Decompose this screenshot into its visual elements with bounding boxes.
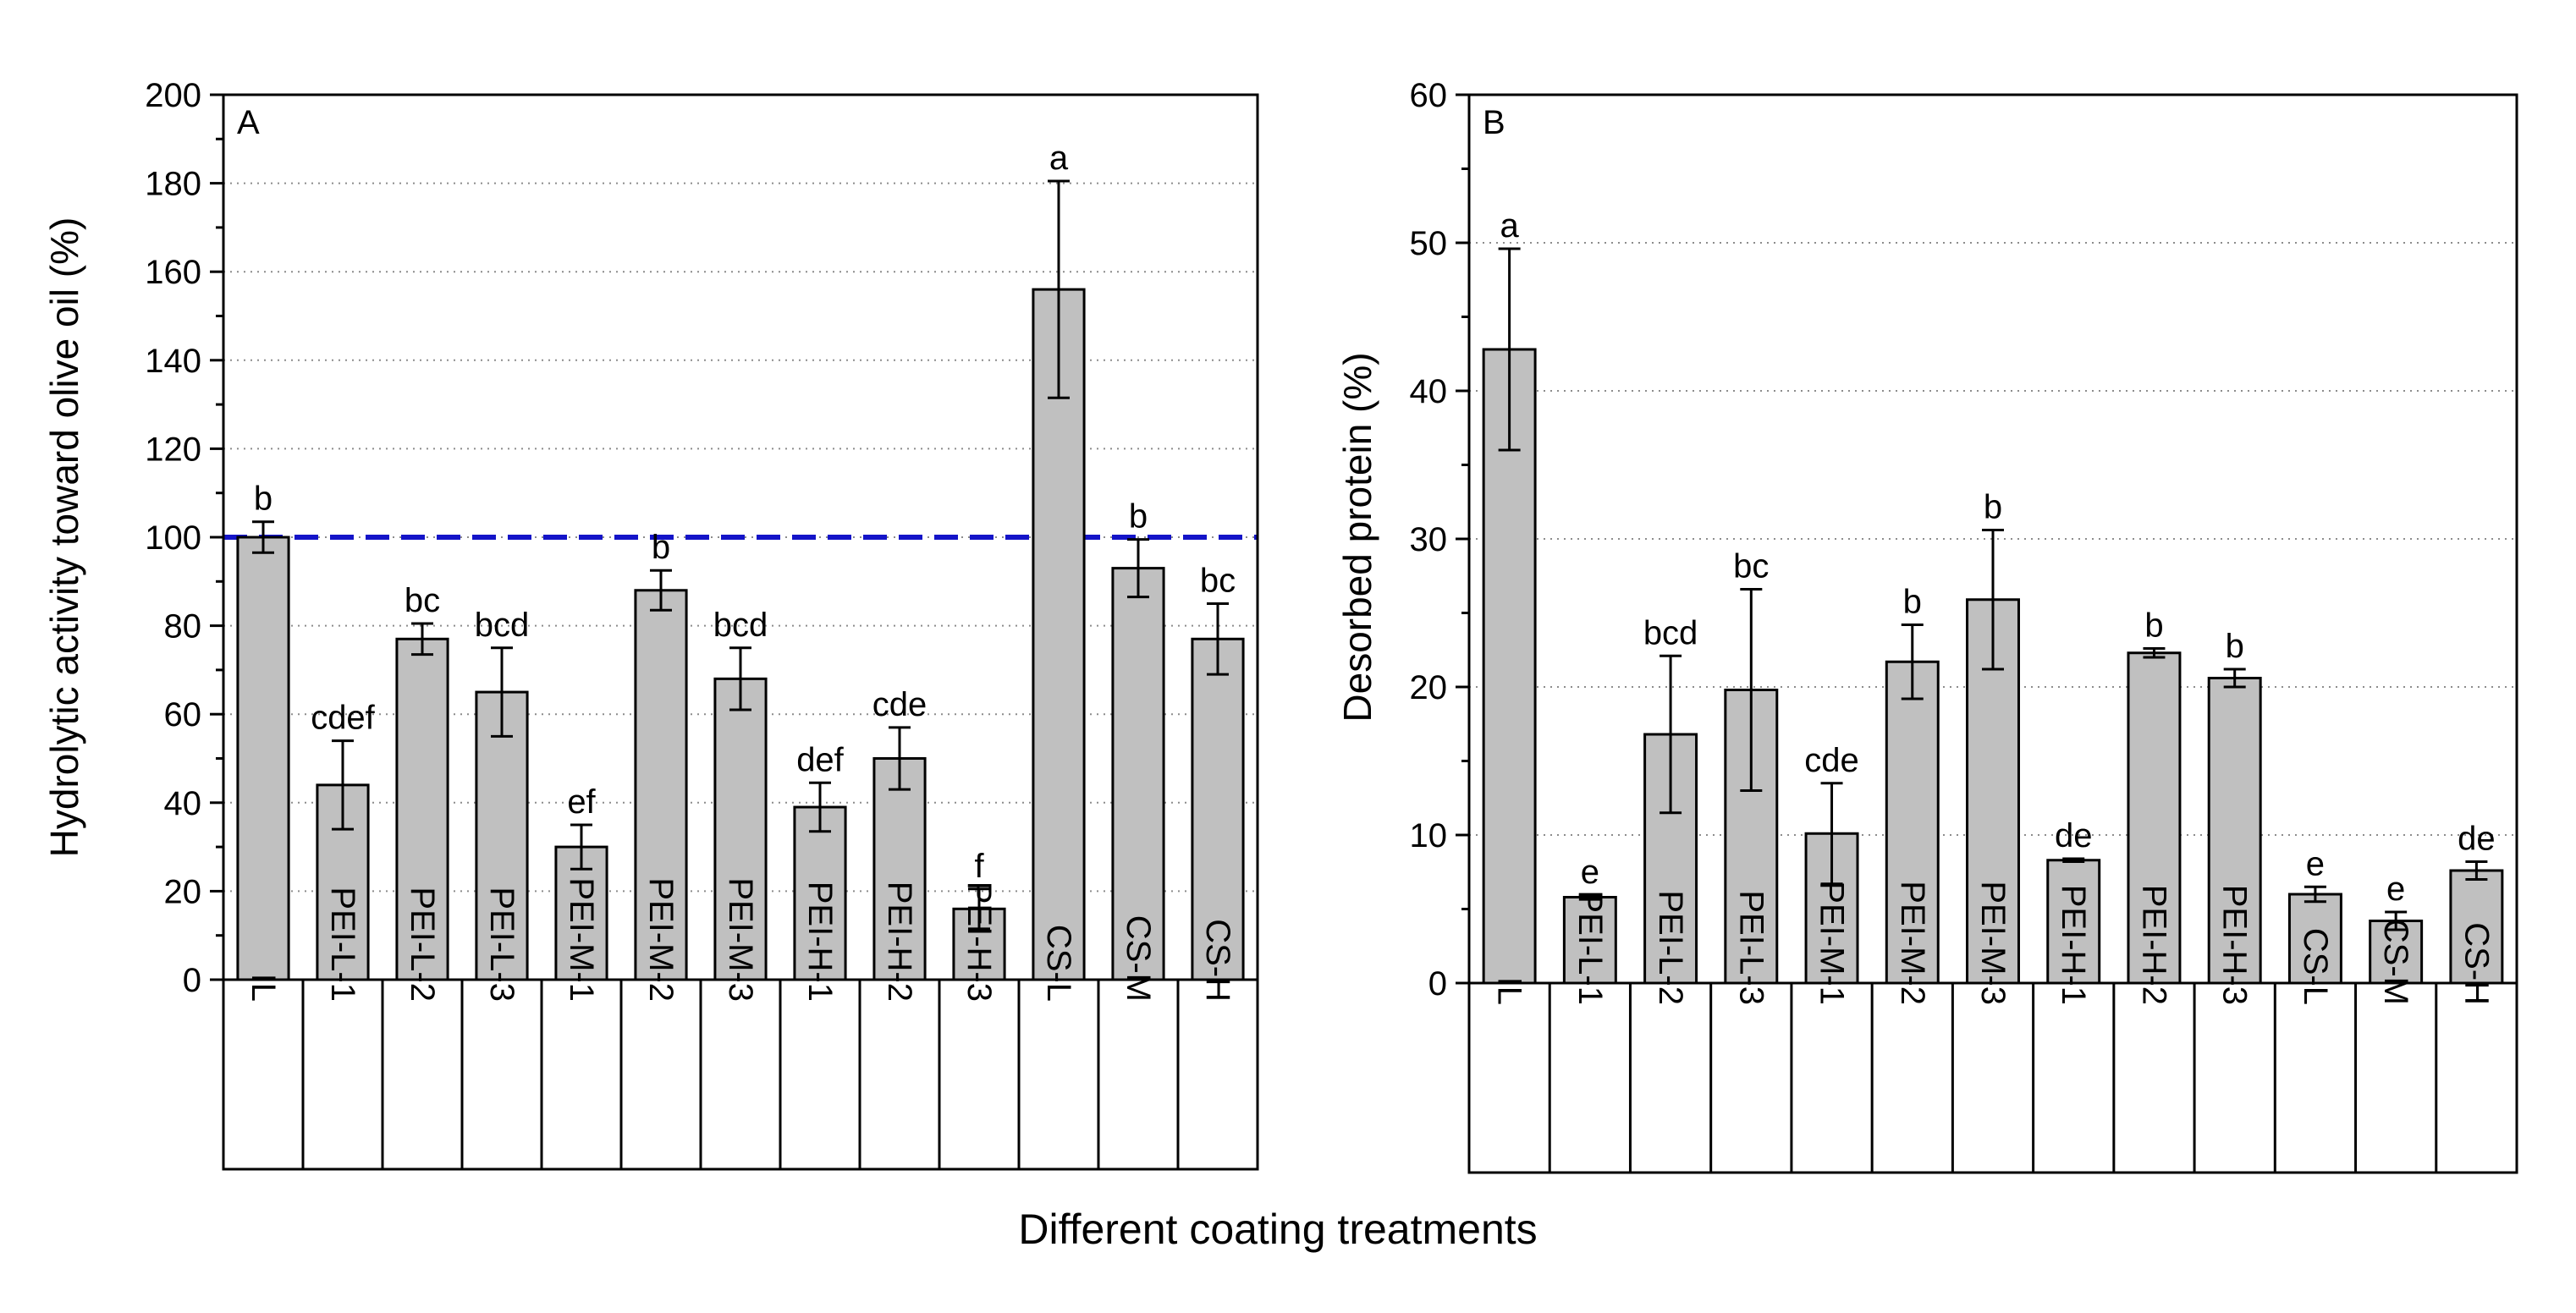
- x-tick-label-IL: IL: [1491, 977, 1528, 1005]
- y-tick-label: 0: [183, 962, 201, 999]
- significance-letter-CS-L: e: [2306, 845, 2325, 882]
- x-tick-label-PEI-H-3: PEI-H-3: [960, 882, 998, 1002]
- significance-letter-PEI-H-1: de: [2055, 817, 2093, 854]
- panel-a: bcdefbcbcdefbbcddefcdefabbc0204060801001…: [42, 77, 1259, 1171]
- x-tick-label-PEI-M-3: PEI-M-3: [1974, 881, 2012, 1005]
- significance-letter-PEI-M-1: ef: [567, 783, 596, 821]
- significance-letter-CS-L: a: [1049, 140, 1069, 177]
- category-table: [1467, 981, 2518, 1174]
- y-tick-label: 40: [1410, 373, 1448, 410]
- significance-letter-PEI-H-1: def: [796, 741, 844, 778]
- significance-letter-PEI-H-2: b: [2144, 607, 2163, 645]
- significance-letter-PEI-H-2: cde: [872, 686, 927, 723]
- panel-label: A: [237, 104, 260, 141]
- y-tick-label: 160: [145, 254, 201, 291]
- x-tick-label-CS-L: CS-L: [1040, 925, 1077, 1002]
- x-tick-label-PEI-M-1: PEI-M-1: [1814, 881, 1851, 1005]
- bar-PEI-H-2: [872, 757, 927, 981]
- significance-letter-CS-M: e: [2386, 871, 2405, 908]
- y-tick-label: 180: [145, 166, 201, 203]
- bar-PEI-M-2: [1885, 660, 1940, 985]
- bar-CS-L: [1032, 288, 1086, 981]
- significance-letter-PEI-M-1: cde: [1804, 742, 1859, 779]
- x-tick-label-CS-M: CS-M: [1120, 915, 1157, 1002]
- bar-PEI-L-3: [475, 690, 529, 981]
- x-tick-label-PEI-M-1: PEI-M-1: [563, 877, 600, 1002]
- y-tick-label: 0: [1428, 965, 1447, 1003]
- bar-CS-M: [1111, 567, 1165, 981]
- significance-letter-PEI-H-3: f: [974, 848, 984, 885]
- y-tick-label: 200: [145, 77, 201, 114]
- y-tick-label: 10: [1410, 817, 1448, 854]
- y-tick-label: 40: [164, 785, 202, 822]
- significance-letter-CS-H: de: [2458, 821, 2496, 858]
- bar-IL: [1482, 348, 1537, 985]
- x-tick-label-CS-M: CS-M: [2377, 919, 2414, 1005]
- x-tick-label-PEI-L-2: PEI-L-2: [1652, 890, 1689, 1005]
- y-axis-title: Desorbed protein (%): [1335, 352, 1379, 722]
- significance-letter-PEI-M-2: b: [652, 529, 670, 566]
- bar-CS-M: [2369, 920, 2424, 985]
- bar-CS-H: [1191, 637, 1245, 981]
- x-tick-label-PEI-L-3: PEI-L-3: [483, 887, 520, 1002]
- significance-letter-PEI-L-2: bc: [405, 582, 440, 619]
- significance-letter-PEI-L-2: bcd: [1643, 614, 1698, 651]
- x-tick-label-CS-H: CS-H: [1199, 919, 1236, 1002]
- y-tick-label: 30: [1410, 521, 1448, 558]
- panel-label: B: [1483, 104, 1505, 141]
- significance-letter-PEI-M-3: b: [1984, 489, 2002, 526]
- bar-PEI-M-2: [634, 589, 688, 981]
- x-tick-label-CS-H: CS-H: [2458, 922, 2495, 1005]
- y-tick-label: 50: [1410, 225, 1448, 262]
- x-tick-label-PEI-L-2: PEI-L-2: [404, 887, 441, 1002]
- x-tick-label-PEI-M-2: PEI-M-2: [642, 877, 680, 1002]
- x-tick-label-PEI-L-3: PEI-L-3: [1732, 890, 1770, 1005]
- x-tick-label-PEI-L-1: PEI-L-1: [1571, 890, 1609, 1005]
- x-tick-label-PEI-M-3: PEI-M-3: [722, 877, 759, 1002]
- significance-letter-IL: a: [1500, 207, 1519, 244]
- significance-letter-PEI-L-3: bcd: [475, 607, 530, 644]
- y-tick-label: 100: [145, 519, 201, 557]
- significance-letter-PEI-M-2: b: [1903, 584, 1922, 621]
- y-tick-label: 60: [164, 696, 202, 733]
- x-tick-label-CS-L: CS-L: [2297, 928, 2334, 1005]
- category-table: [222, 978, 1259, 1171]
- significance-letter-CS-M: b: [1129, 498, 1148, 536]
- y-axis-title: Hydrolytic activity toward olive oil (%): [42, 217, 86, 858]
- significance-letter-PEI-L-3: bc: [1733, 548, 1769, 585]
- x-tick-label-IL: IL: [245, 974, 282, 1002]
- y-tick-label: 60: [1410, 77, 1448, 114]
- x-axis-title: Different coating treatments: [1018, 1206, 1537, 1253]
- bar-PEI-L-2: [395, 637, 449, 981]
- bar-PEI-H-1: [793, 805, 847, 981]
- x-tick-label-PEI-H-1: PEI-H-1: [801, 882, 839, 1002]
- y-tick-label: 120: [145, 431, 201, 468]
- x-tick-label-PEI-M-2: PEI-M-2: [1894, 881, 1931, 1005]
- significance-letter-PEI-L-1: cdef: [311, 700, 375, 737]
- x-tick-label-PEI-H-3: PEI-H-3: [2216, 885, 2254, 1005]
- bar-IL: [236, 536, 290, 981]
- significance-letter-IL: b: [254, 481, 272, 518]
- y-tick-label: 20: [1410, 669, 1448, 706]
- x-tick-label-PEI-H-2: PEI-H-2: [2135, 885, 2172, 1005]
- bar-PEI-H-2: [2127, 651, 2182, 985]
- significance-letter-CS-H: bc: [1200, 562, 1236, 599]
- significance-letter-PEI-L-1: e: [1581, 854, 1599, 891]
- x-tick-label-PEI-H-2: PEI-H-2: [881, 882, 918, 1002]
- y-tick-label: 140: [145, 343, 201, 380]
- significance-letter-PEI-M-3: bcd: [713, 607, 768, 644]
- significance-letter-PEI-H-3: b: [2226, 628, 2244, 665]
- bar-PEI-H-1: [2046, 859, 2101, 985]
- x-tick-label-PEI-H-1: PEI-H-1: [2055, 885, 2092, 1005]
- y-tick-label: 20: [164, 873, 202, 910]
- x-tick-label-PEI-L-1: PEI-L-1: [324, 887, 361, 1002]
- y-tick-label: 80: [164, 608, 202, 646]
